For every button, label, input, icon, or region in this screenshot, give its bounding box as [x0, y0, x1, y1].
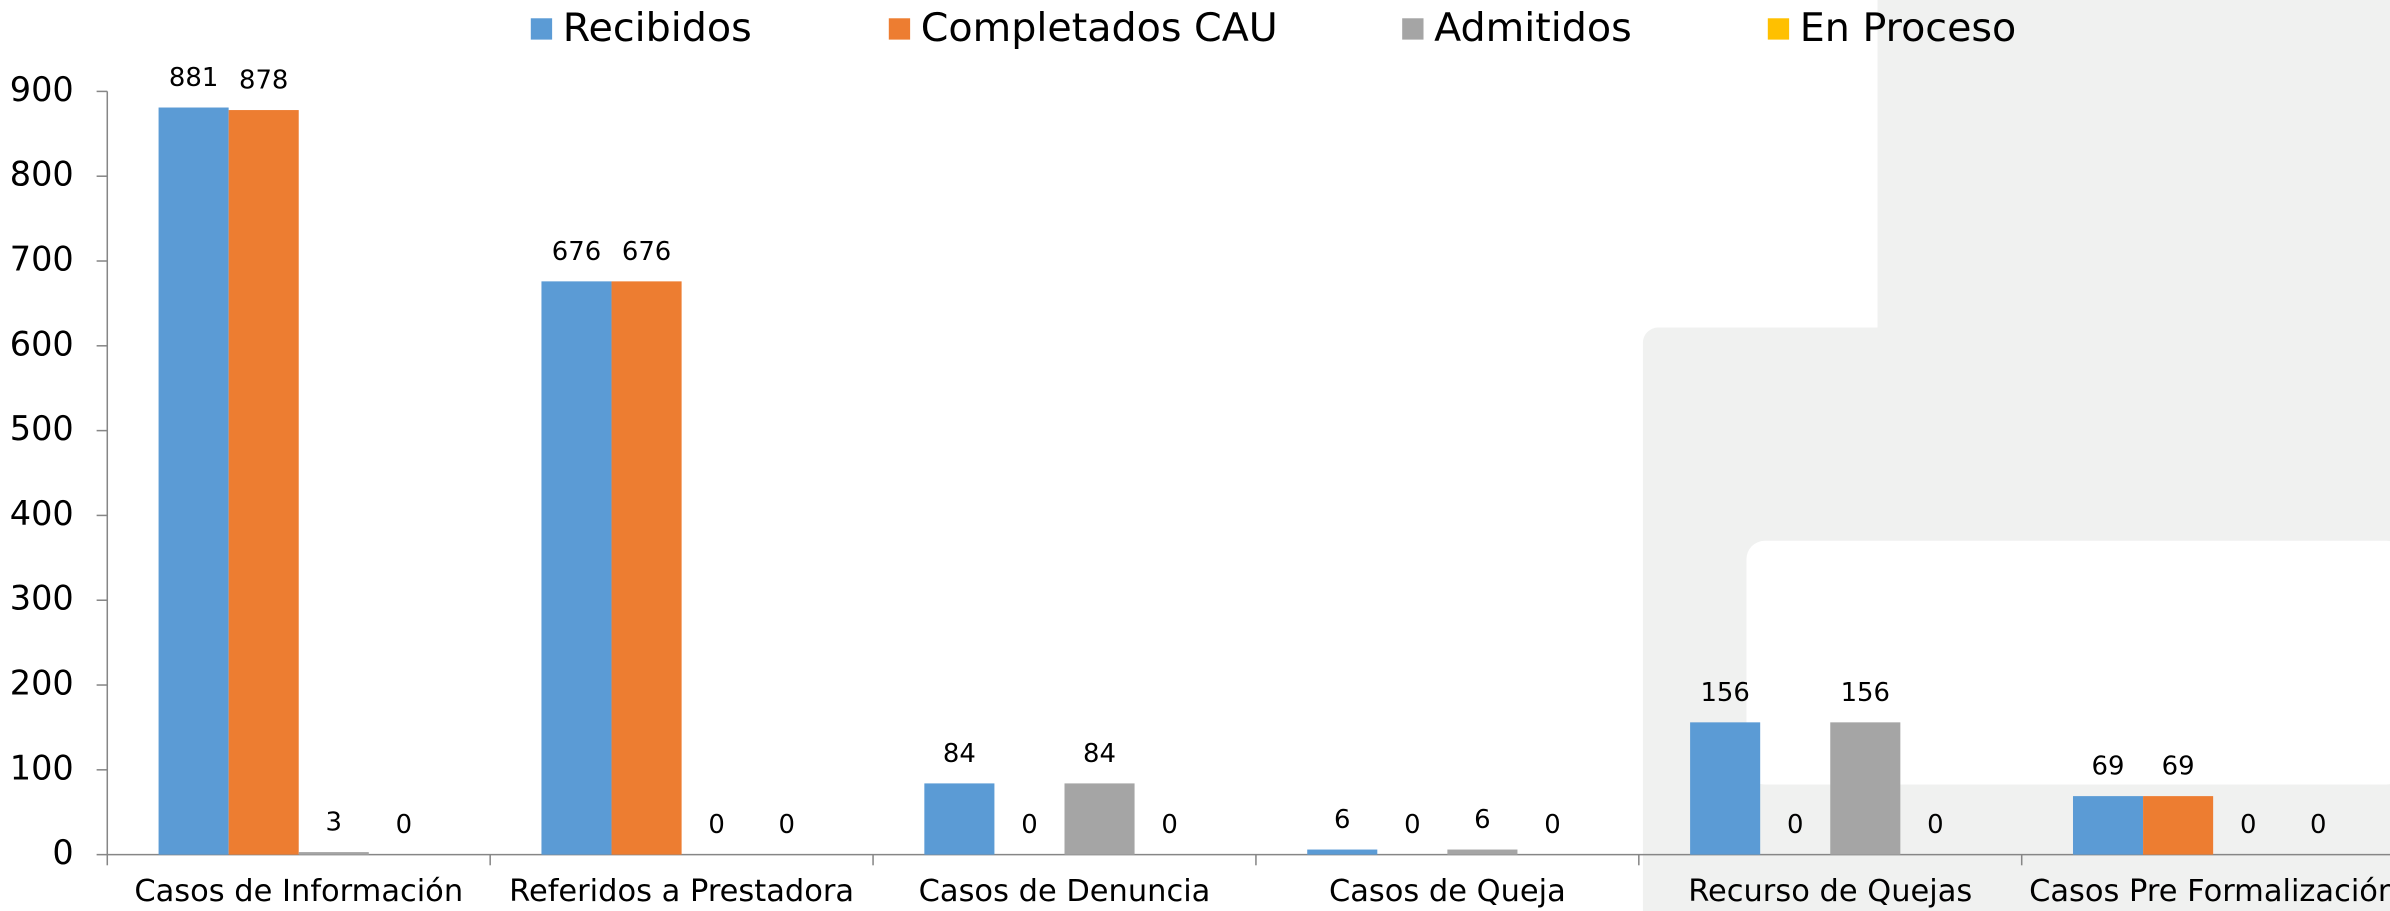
- background-panel: [1877, 0, 2390, 381]
- legend-swatch: [530, 18, 553, 40]
- y-tick-label: 0: [52, 833, 73, 872]
- data-label: 0: [1161, 810, 1177, 840]
- y-tick-label: 100: [10, 748, 74, 787]
- bar: [1690, 722, 1761, 855]
- x-tick-label: Casos Pre Formalización: [2029, 874, 2390, 909]
- y-tick-label: 300: [10, 579, 74, 618]
- bar: [611, 281, 682, 855]
- y-tick-label: 500: [10, 409, 74, 448]
- y-tick-label: 800: [10, 155, 74, 194]
- bar: [298, 852, 369, 855]
- data-label: 84: [1083, 739, 1116, 769]
- data-label: 69: [2092, 752, 2125, 782]
- bar: [541, 281, 612, 855]
- bar: [1307, 849, 1378, 855]
- data-label: 0: [2240, 810, 2256, 840]
- y-tick-label: 600: [10, 324, 74, 363]
- bar: [924, 783, 995, 855]
- background-panel: [1746, 540, 2390, 785]
- bar: [2072, 796, 2144, 855]
- data-label: 156: [1700, 678, 1749, 708]
- data-label: 6: [1334, 805, 1350, 835]
- data-label: 0: [1787, 810, 1803, 840]
- data-label: 0: [1404, 810, 1420, 840]
- legend-label: Admitidos: [1434, 5, 1632, 51]
- y-tick-label: 200: [10, 664, 74, 703]
- data-label: 676: [622, 237, 671, 267]
- data-label: 0: [708, 810, 724, 840]
- data-label: 0: [1021, 810, 1037, 840]
- bar: [2143, 796, 2214, 855]
- data-label: 156: [1841, 678, 1890, 708]
- x-tick-label: Casos de Queja: [1329, 874, 1566, 909]
- data-label: 878: [239, 66, 288, 96]
- x-tick-label: Referidos a Prestadora: [509, 874, 854, 909]
- legend-label: En Proceso: [1800, 5, 2016, 51]
- legend-swatch: [1402, 18, 1424, 40]
- data-label: 676: [552, 237, 601, 267]
- legend-swatch: [888, 18, 911, 40]
- data-label: 0: [1544, 810, 1560, 840]
- bar: [158, 107, 229, 855]
- bar: [1447, 849, 1518, 855]
- bar: [1830, 722, 1901, 855]
- data-label: 0: [778, 810, 794, 840]
- data-label: 0: [396, 810, 412, 840]
- data-label: 3: [326, 808, 342, 838]
- x-tick-label: Recurso de Quejas: [1688, 874, 1972, 909]
- data-label: 6: [1474, 805, 1490, 835]
- x-tick-label: Casos de Denuncia: [919, 874, 1211, 909]
- x-tick-label: Casos de Información: [134, 874, 463, 909]
- legend-label: Recibidos: [563, 5, 752, 51]
- y-tick-label: 700: [10, 240, 74, 279]
- data-label: 84: [943, 739, 976, 769]
- legend-label: Completados CAU: [921, 5, 1278, 51]
- legend-swatch: [1767, 18, 1790, 40]
- data-label: 0: [2310, 810, 2326, 840]
- bar: [228, 110, 299, 855]
- y-tick-label: 900: [10, 70, 74, 109]
- background-shapes: [1642, 0, 2390, 911]
- data-label: 0: [1927, 810, 1943, 840]
- data-label: 881: [169, 63, 218, 93]
- data-label: 69: [2162, 752, 2195, 782]
- bar: [1064, 783, 1135, 855]
- y-tick-label: 400: [10, 494, 74, 533]
